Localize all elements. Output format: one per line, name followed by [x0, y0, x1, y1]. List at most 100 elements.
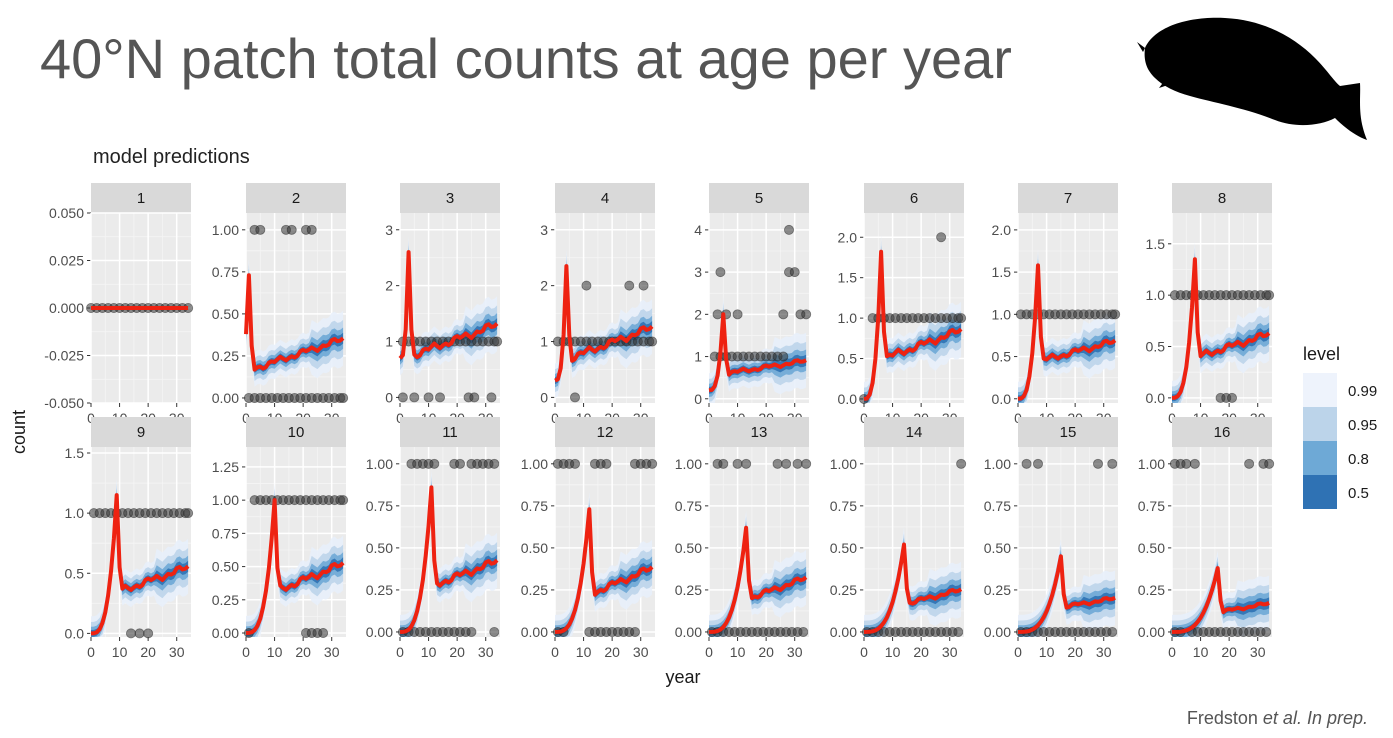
observation-point — [956, 458, 967, 469]
y-tick-label: 0.5 — [992, 349, 1012, 365]
y-tick-label: 0.50 — [830, 540, 857, 556]
observation-point — [570, 392, 581, 403]
observation-point — [801, 458, 812, 469]
x-tick-label: 20 — [1067, 644, 1083, 660]
x-tick-label: 0 — [87, 644, 95, 660]
y-tick-label: 0.00 — [366, 624, 393, 640]
observation-point — [718, 458, 729, 469]
observation-point — [1189, 458, 1200, 469]
x-tick-label: 10 — [1193, 644, 1209, 660]
observation-point — [1110, 309, 1121, 320]
observation-point — [953, 626, 964, 637]
y-tick-label: 0.50 — [521, 540, 548, 556]
flatfish-silhouette-icon — [1137, 17, 1367, 140]
observation-point — [1021, 458, 1032, 469]
facet-label: 1 — [137, 190, 145, 207]
uncertainty-band — [1018, 549, 1116, 637]
uncertainty-band — [555, 497, 653, 637]
facet-strip — [246, 183, 346, 213]
y-tick-label: 1 — [540, 334, 548, 350]
y-tick-label: 0.5 — [838, 351, 858, 367]
y-tick-label: 2.0 — [838, 229, 858, 245]
observation-point — [1264, 458, 1275, 469]
prediction-line — [1017, 554, 1116, 634]
x-tick-label: 20 — [604, 644, 620, 660]
y-tick-label: 0.50 — [1138, 540, 1165, 556]
y-tick-label: 1.00 — [984, 456, 1011, 472]
legend-label: 0.99 — [1348, 383, 1377, 400]
y-tick-label: -0.025 — [44, 348, 84, 364]
y-tick-label: 0 — [694, 391, 702, 407]
observation-point — [581, 280, 592, 291]
observation-point — [647, 458, 658, 469]
y-tick-label: 0.0 — [992, 391, 1012, 407]
x-tick-label: 10 — [885, 644, 901, 660]
facet-strip — [864, 417, 964, 447]
y-tick-label: -0.050 — [44, 395, 84, 411]
y-tick-label: 1.00 — [830, 456, 857, 472]
facet-strip — [864, 183, 964, 213]
observation-point — [434, 392, 445, 403]
x-tick-label: 30 — [633, 644, 649, 660]
y-axis-title: count — [9, 410, 29, 454]
observation-point — [454, 458, 465, 469]
observation-point — [126, 628, 137, 639]
prediction-line — [244, 273, 345, 372]
observation-point — [741, 458, 752, 469]
facet-strip — [400, 417, 500, 447]
facet-label: 7 — [1064, 190, 1072, 207]
y-tick-label: 1.00 — [1138, 456, 1165, 472]
uncertainty-band — [1018, 254, 1116, 403]
x-tick-label: 0 — [242, 644, 250, 660]
observation-point — [306, 224, 317, 235]
y-tick-label: 0.00 — [1138, 624, 1165, 640]
y-tick-label: 0.75 — [521, 498, 548, 514]
observation-point — [143, 628, 154, 639]
observation-point — [792, 458, 803, 469]
y-tick-label: 0.000 — [49, 300, 84, 316]
legend-label: 0.95 — [1348, 417, 1377, 434]
facet-label: 14 — [906, 424, 923, 441]
y-tick-label: 0.75 — [1138, 498, 1165, 514]
legend-label: 0.8 — [1348, 451, 1369, 468]
y-tick-label: 0.025 — [49, 253, 84, 269]
y-tick-label: 2.0 — [992, 222, 1012, 238]
observation-point — [778, 309, 789, 320]
citation-credit: Fredston et al. In prep. — [1187, 708, 1368, 729]
y-tick-label: 0.75 — [366, 498, 393, 514]
observation-point — [1181, 458, 1192, 469]
facet-strip — [555, 417, 655, 447]
y-tick-label: 0.00 — [521, 624, 548, 640]
uncertainty-band — [400, 470, 498, 637]
x-tick-label: 10 — [112, 644, 128, 660]
observation-point — [423, 392, 434, 403]
observation-point — [486, 392, 497, 403]
observation-point — [429, 458, 440, 469]
x-tick-label: 0 — [396, 644, 404, 660]
x-tick-label: 20 — [758, 644, 774, 660]
facet-label: 13 — [751, 424, 768, 441]
observation-point — [1107, 458, 1118, 469]
prediction-line — [863, 249, 963, 401]
x-tick-label: 10 — [267, 644, 283, 660]
facet-strip — [709, 417, 809, 447]
prediction-line — [399, 485, 499, 634]
y-tick-label: 2 — [540, 278, 548, 294]
facet-label: 3 — [446, 190, 454, 207]
observation-point — [255, 224, 266, 235]
observation-point — [469, 392, 480, 403]
observation-point — [466, 626, 477, 637]
x-tick-label: 10 — [730, 644, 746, 660]
y-tick-label: 1.0 — [992, 306, 1012, 322]
observation-point — [492, 336, 503, 347]
x-tick-label: 20 — [1221, 644, 1237, 660]
prediction-line — [1171, 257, 1271, 400]
facet-strip — [1172, 183, 1272, 213]
slide-title: 40°N patch total counts at age per year — [40, 27, 1012, 90]
legend-key — [1303, 475, 1337, 509]
x-tick-label: 10 — [421, 644, 437, 660]
y-tick-label: 0.00 — [675, 624, 702, 640]
prediction-line — [90, 493, 190, 636]
y-tick-label: 0.25 — [212, 348, 239, 364]
